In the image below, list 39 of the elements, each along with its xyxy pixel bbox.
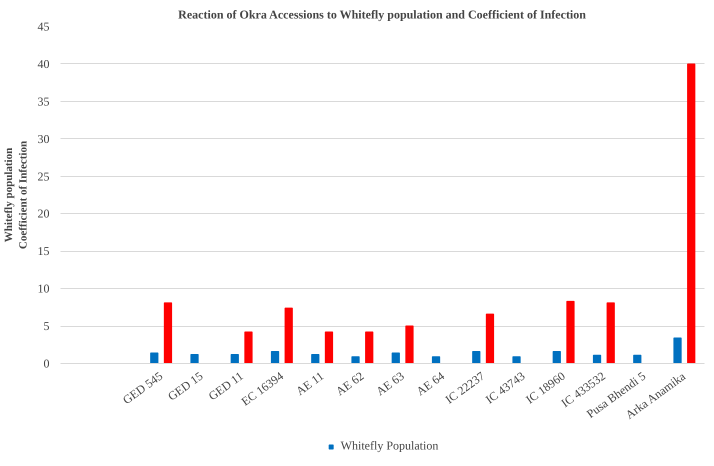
x-tick-label: AE 11	[293, 368, 326, 398]
legend-label: Whitefly Population	[340, 438, 438, 454]
bar	[270, 351, 280, 364]
bar	[365, 332, 374, 364]
bar	[486, 314, 494, 364]
bar	[311, 354, 320, 364]
y-tick-label: 40	[38, 56, 50, 71]
bar	[673, 338, 682, 364]
bar	[633, 354, 642, 364]
bar	[687, 63, 696, 364]
bar	[244, 332, 253, 364]
y-tick-label: 35	[38, 94, 50, 108]
bar	[164, 302, 172, 364]
bar	[566, 300, 575, 364]
bar	[405, 326, 414, 364]
bar	[592, 354, 602, 364]
bar	[284, 308, 293, 364]
y-tick-label: 15	[38, 244, 50, 258]
bar	[150, 352, 158, 364]
x-tick-label: AE 63	[373, 368, 407, 398]
bar	[392, 352, 400, 364]
y-tick-label: 20	[38, 206, 50, 221]
x-tick-label: AE 62	[333, 368, 366, 398]
x-tick-label: GED 545	[120, 368, 166, 408]
y-tick-label: 10	[38, 282, 50, 296]
y-tick-label: 25	[38, 169, 50, 184]
y-tick-label: 0	[44, 356, 50, 370]
bar	[190, 354, 199, 364]
bar	[472, 351, 480, 364]
y-tick-label: 45	[38, 20, 50, 34]
y-tick-label: 30	[38, 132, 50, 146]
bar	[324, 332, 334, 364]
bar	[552, 351, 561, 364]
chart-title: Reaction of Okra Accessions to Whitefly population and Coefficient of Infection	[178, 8, 586, 22]
bar	[230, 354, 239, 364]
y-tick-label: 5	[44, 319, 50, 334]
y-axis-title: Whitefly population Coefficient of Infection	[3, 140, 30, 250]
bar	[606, 302, 615, 364]
x-tick-label: GED 15	[165, 368, 206, 404]
